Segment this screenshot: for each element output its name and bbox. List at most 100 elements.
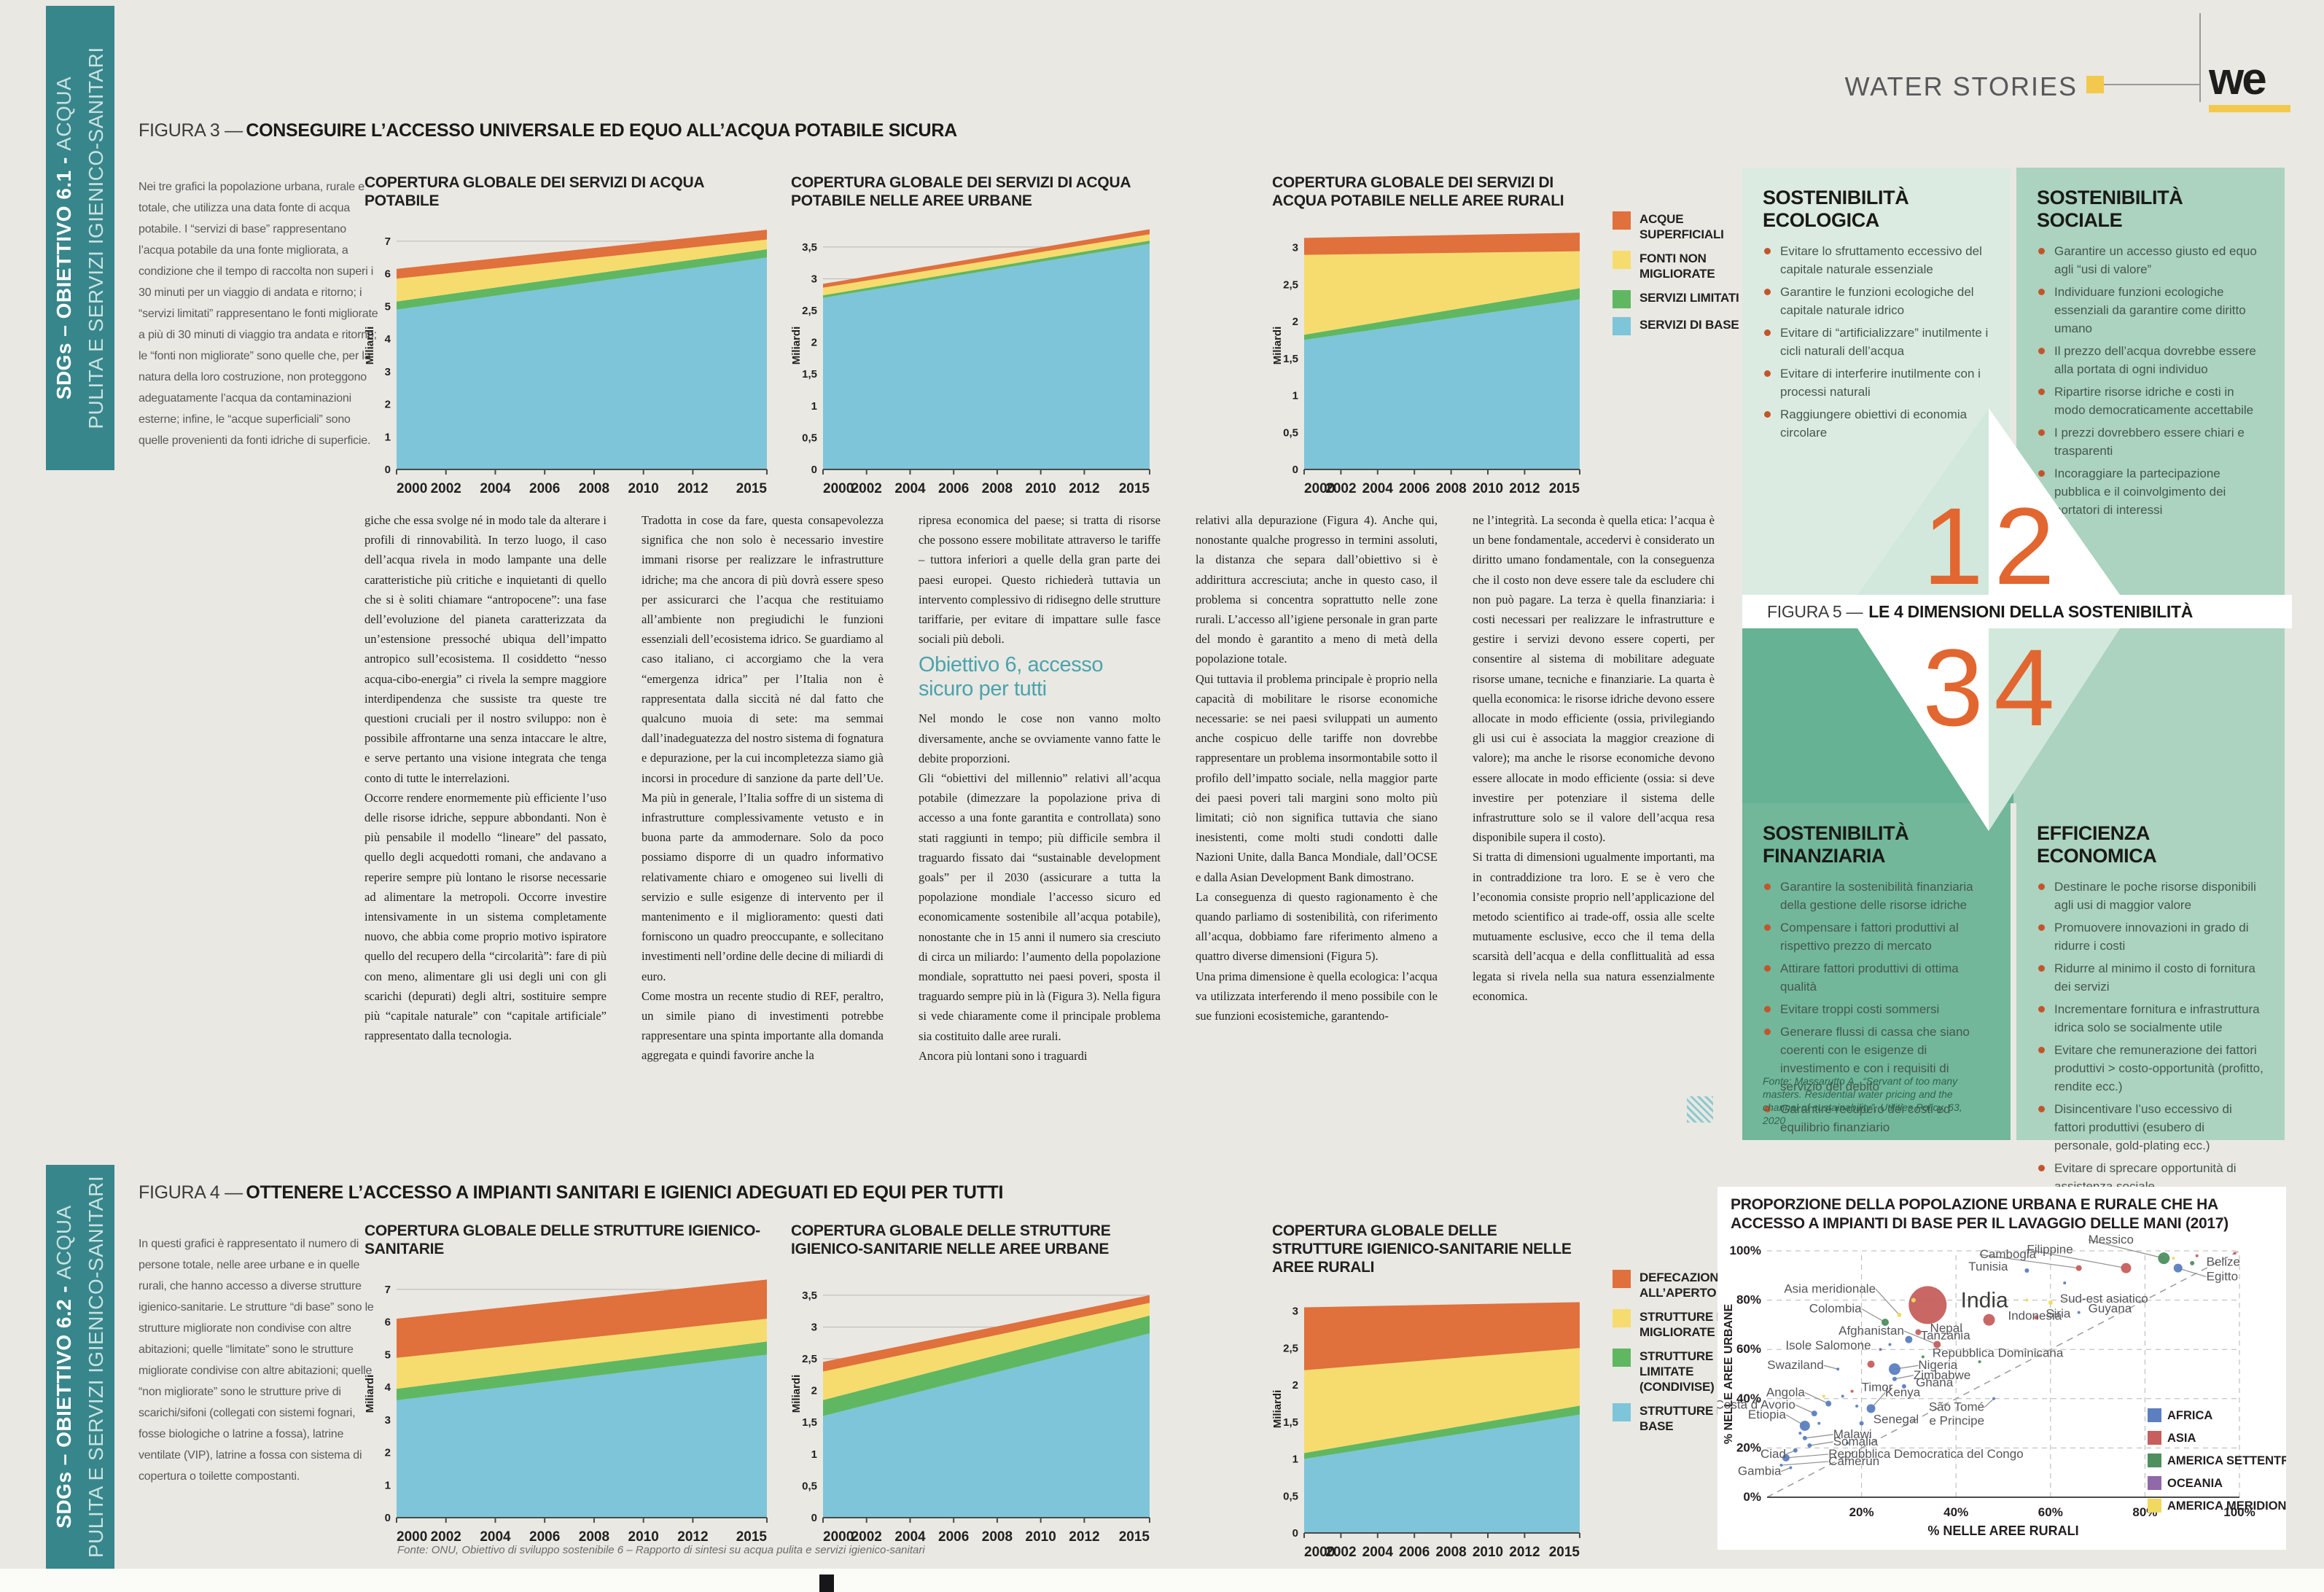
chart-title: COPERTURA GLOBALE DELLE STRUTTURE IGIENI… — [364, 1222, 760, 1257]
legend-swatch-icon — [1613, 211, 1631, 230]
scatter-point-label: Malawi — [1833, 1427, 1872, 1441]
panel-bullet: Promuovere innovazioni in grado di ridur… — [2037, 918, 2264, 955]
figura4-intro: In questi grafici è rappresentato il num… — [139, 1238, 374, 1483]
scatter-point — [2195, 1254, 2199, 1257]
svg-text:2012: 2012 — [677, 1529, 708, 1545]
scatter-point-label: Colombia — [1809, 1302, 1862, 1316]
svg-text:2015: 2015 — [1549, 481, 1580, 496]
chart-sanitari-urbane: COPERTURA GLOBALE DELLE STRUTTURE IGIENI… — [790, 1222, 1155, 1550]
svg-text:1: 1 — [811, 1448, 817, 1461]
legend-label: SERVIZI DI BASE — [1639, 318, 1739, 332]
scatter-point — [1978, 1360, 1981, 1364]
svg-text:2002: 2002 — [851, 1529, 882, 1545]
chart-sanitari-rurali: COPERTURA GLOBALE DELLE STRUTTURE IGIENI… — [1271, 1222, 1586, 1566]
legend-swatch-icon — [1613, 1270, 1631, 1288]
scatter-point-label: Ghana — [1916, 1376, 1954, 1389]
panel-bullet: Compensare i fattori produttivi al rispe… — [1763, 918, 1990, 955]
figura3-title: CONSEGUIRE L’ACCESSO UNIVERSALE ED EQUO … — [246, 120, 957, 141]
panel-bullet: Raggiungere obiettivi di economia circol… — [1763, 405, 1990, 442]
panel-bullet: Individuare funzioni ecologiche essenzia… — [2037, 283, 2264, 337]
svg-text:1: 1 — [1292, 1454, 1298, 1466]
chart-title: COPERTURA GLOBALE DEI SERVIZI DI ACQUA P… — [364, 174, 704, 209]
scatter-legend-swatch-icon — [2148, 1454, 2161, 1467]
panel-bullet: Garantire le funzioni ecologiche del cap… — [1763, 283, 1990, 319]
svg-text:4: 4 — [385, 333, 391, 346]
scatter-point-label: Asia meridionale — [1784, 1281, 1876, 1295]
svg-text:2004: 2004 — [480, 1529, 511, 1545]
legend-item: DEFECAZIONE ALL’APERTO — [1613, 1270, 1756, 1300]
scatter-point — [2233, 1252, 2237, 1255]
svg-text:6: 6 — [385, 268, 391, 281]
area-chart-svg: 0 1 2 3 4 5 6 7 2000 2002 2004 2006 2008 2010 2012 2015… — [364, 1279, 768, 1545]
scatter-point — [2024, 1268, 2029, 1273]
svg-text:3,5: 3,5 — [802, 241, 817, 254]
scatter-point-label: Isole Salomone — [1785, 1338, 1871, 1352]
scatter-point — [1933, 1341, 1941, 1349]
scatter-point-label: Nigeria — [1918, 1358, 1957, 1372]
scatter-point-label: Messico — [2089, 1235, 2134, 1246]
scatter-point — [1850, 1389, 1854, 1393]
panel-bullet: Garantire recupero dei costi ed equilibr… — [1763, 1100, 1990, 1136]
svg-text:2002: 2002 — [1325, 481, 1356, 496]
scatter-legend-swatch-icon — [2148, 1431, 2161, 1445]
panel-bullet: Evitare di “artificializzare” inutilment… — [1763, 324, 1990, 360]
header-vertical-rule — [2199, 13, 2201, 102]
article-paragraph: Qui tuttavia il problema principale è pr… — [1196, 671, 1438, 884]
header-rule — [2104, 84, 2199, 85]
svg-text:Miliardi: Miliardi — [364, 1375, 376, 1413]
svg-text:0,5: 0,5 — [1283, 426, 1298, 439]
scatter-legend-swatch-icon — [2148, 1408, 2161, 1422]
svg-text:2002: 2002 — [431, 1529, 461, 1545]
svg-text:1: 1 — [1292, 390, 1298, 402]
svg-text:2000: 2000 — [1304, 1545, 1335, 1560]
svg-text:2010: 2010 — [628, 1529, 659, 1545]
svg-text:2: 2 — [1292, 316, 1298, 328]
svg-text:2015: 2015 — [1119, 1529, 1150, 1545]
svg-text:2012: 2012 — [677, 481, 708, 496]
svg-text:3: 3 — [811, 1321, 817, 1333]
panel-bullet: Evitare troppi costi sommersi — [1763, 1000, 1990, 1018]
scatter-point-label: Tunisia — [1968, 1260, 2008, 1273]
legend-swatch-icon — [1613, 290, 1631, 308]
svg-text:4: 4 — [385, 1381, 391, 1394]
article-paragraph: Tradotta in cose da fare, questa consape… — [642, 513, 884, 983]
svg-text:2008: 2008 — [1435, 1545, 1466, 1560]
figura4-header: FIGURA 4 — OTTENERE L’ACCESSO A IMPIANTI… — [139, 1182, 1003, 1203]
legend-label: STRUTTURE DI BASE — [1639, 1404, 1729, 1433]
legend-swatch-icon — [1613, 1403, 1631, 1421]
svg-text:2008: 2008 — [982, 1529, 1013, 1545]
scatter-point — [1846, 1441, 1849, 1445]
article-paragraph: Una prima dimensione è quella ecologica:… — [1196, 969, 1438, 1023]
article-column-2: Tradotta in cose da fare, questa consape… — [642, 510, 884, 1066]
scatter-point — [1882, 1319, 1889, 1327]
scatter-point-label: Filippine — [2027, 1242, 2073, 1256]
svg-text:2008: 2008 — [1435, 481, 1466, 496]
svg-text:3: 3 — [811, 273, 817, 285]
scatter-point — [2121, 1263, 2132, 1273]
article-column-1: giche che essa svolge né in modo tale da… — [364, 510, 607, 1045]
legend-swatch-icon — [1613, 1309, 1631, 1327]
article-paragraph: Come mostra un recente studio di REF, pe… — [642, 988, 884, 1063]
svg-text:20%: 20% — [1849, 1505, 1874, 1519]
scatter-point-label: Gambia — [1738, 1464, 1782, 1478]
scatter-point — [1836, 1367, 1840, 1371]
scatter-point — [1779, 1464, 1783, 1467]
panel-bullet: Garantire un accesso giusto ed equo agli… — [2037, 242, 2264, 278]
figura5-label: FIGURA 5 — — [1767, 601, 1863, 621]
scatter-point-label: Guyana — [2089, 1302, 2132, 1316]
panel-bullet: Incoraggiare la partecipazione pubblica … — [2037, 464, 2264, 519]
scatter-point-label: India — [1961, 1289, 2008, 1313]
panel-bullet: Ripartire risorse idriche e costi in mod… — [2037, 383, 2264, 419]
panel-title: SOSTENIBILITÀ SOCIALE — [2037, 187, 2183, 231]
logo-text: we — [2209, 54, 2267, 104]
scatter-point — [2063, 1281, 2067, 1284]
svg-text:0: 0 — [811, 464, 817, 476]
scatter-point — [1921, 1355, 1925, 1359]
svg-text:0: 0 — [385, 1512, 391, 1524]
svg-text:2015: 2015 — [736, 1529, 768, 1545]
figura3-label: FIGURA 3 — — [139, 120, 243, 141]
svg-text:2000: 2000 — [823, 481, 854, 496]
scatter-point — [2077, 1311, 2081, 1314]
scatter-point — [2158, 1252, 2170, 1265]
